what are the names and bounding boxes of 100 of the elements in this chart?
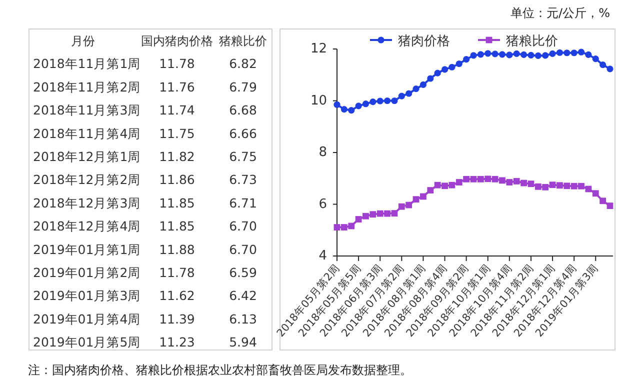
point <box>376 98 384 104</box>
point <box>463 176 470 182</box>
category-label: 2019年01月第5周 <box>33 334 141 350</box>
point <box>564 50 570 56</box>
point <box>362 100 370 108</box>
category-label: 2018年11月第2周 <box>33 79 141 94</box>
point <box>513 50 520 57</box>
point <box>448 182 456 188</box>
point <box>398 203 405 210</box>
data-label: 6.79 <box>229 79 257 94</box>
point <box>348 107 355 114</box>
point <box>542 184 549 190</box>
point <box>585 51 592 58</box>
point <box>477 176 484 182</box>
point <box>484 176 492 182</box>
category-label: 2018年11月第1周 <box>33 56 141 72</box>
point <box>420 193 426 200</box>
data-label: 11.76 <box>159 79 195 94</box>
point <box>506 179 513 186</box>
point <box>448 64 456 70</box>
point <box>456 60 462 68</box>
y-tick-label: 6 <box>318 196 327 212</box>
point <box>520 51 528 58</box>
category-label: 2018年12月第1周 <box>33 149 141 164</box>
category-label: 2019年01月第4周 <box>33 311 141 326</box>
category-label: 2018年12月第2周 <box>33 172 141 188</box>
point <box>606 202 614 209</box>
data-label: 6.73 <box>229 172 257 188</box>
point <box>398 92 405 100</box>
point <box>549 50 556 57</box>
category-label: 2019年01月第1周 <box>33 242 141 257</box>
point <box>470 176 477 182</box>
point <box>542 52 549 59</box>
point <box>564 182 570 190</box>
point <box>406 90 412 97</box>
data-label: 11.85 <box>159 218 195 234</box>
point <box>477 51 484 58</box>
point <box>427 187 434 194</box>
data-label: 6.70 <box>229 242 257 257</box>
category-label: 2018年11月第3周 <box>33 102 141 118</box>
point <box>412 86 420 92</box>
data-label: 11.88 <box>159 242 195 257</box>
y-tick-label: 12 <box>310 42 327 56</box>
category-label: 2018年12月第4周 <box>33 218 141 234</box>
point <box>340 224 348 230</box>
data-label: 6.13 <box>229 311 257 326</box>
point <box>549 182 556 188</box>
data-label: 6.68 <box>229 102 257 118</box>
point <box>376 210 384 217</box>
point <box>578 182 584 190</box>
point <box>585 186 592 192</box>
point <box>600 198 606 204</box>
point <box>348 222 355 230</box>
category-label: 2018年11月第4周 <box>33 126 141 141</box>
point <box>556 182 563 189</box>
point <box>434 182 441 188</box>
point <box>441 66 448 73</box>
point <box>420 81 427 88</box>
data-label: 6.71 <box>229 195 257 210</box>
point <box>528 52 534 59</box>
point <box>334 101 340 108</box>
point <box>355 216 362 222</box>
point <box>570 182 578 190</box>
category-label: 2018年12月第3周 <box>33 195 141 210</box>
data-label: 6.66 <box>229 126 257 141</box>
point <box>442 182 448 190</box>
point <box>391 97 398 104</box>
point <box>499 177 506 184</box>
point <box>492 176 498 182</box>
data-label: 6.75 <box>229 149 257 164</box>
point <box>606 66 614 72</box>
text: 国内猪肉价格 <box>141 34 213 48</box>
point <box>534 183 542 190</box>
point <box>406 202 412 208</box>
point <box>340 106 348 113</box>
data-label: 11.86 <box>159 172 195 188</box>
point <box>391 210 398 217</box>
point <box>334 224 340 230</box>
text: 单位：元/公斤，% <box>510 6 610 20</box>
point <box>384 97 391 104</box>
data-label: 6.42 <box>229 288 257 304</box>
data-label: 5.94 <box>229 334 257 350</box>
data-label: 11.62 <box>159 288 195 304</box>
data-label: 6.70 <box>229 218 257 234</box>
data-label: 11.78 <box>159 56 195 72</box>
point <box>427 75 434 82</box>
data-label: 6.82 <box>229 56 257 72</box>
y-tick-label: 4 <box>318 248 327 264</box>
point <box>370 211 376 218</box>
point <box>370 98 376 106</box>
point <box>498 51 506 58</box>
point <box>600 61 606 68</box>
text: 月份 <box>71 34 95 48</box>
point <box>506 52 513 58</box>
point <box>492 50 498 58</box>
point <box>556 49 564 56</box>
point <box>520 180 527 186</box>
point <box>484 50 492 57</box>
data-label: 11.74 <box>159 102 195 118</box>
point <box>592 190 599 197</box>
